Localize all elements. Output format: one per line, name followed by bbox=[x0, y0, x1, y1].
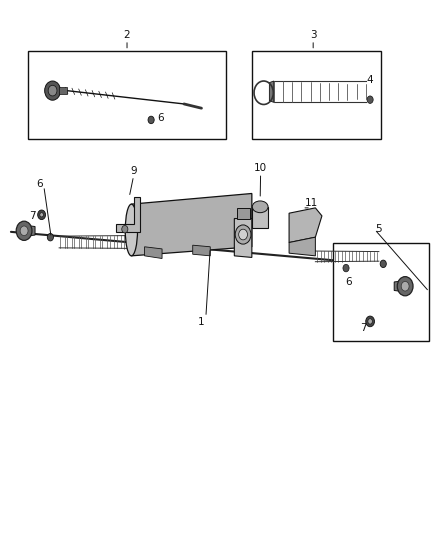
Circle shape bbox=[366, 316, 374, 327]
Text: 1: 1 bbox=[198, 318, 205, 327]
Circle shape bbox=[380, 260, 386, 268]
Bar bbox=[252, 51, 381, 139]
Polygon shape bbox=[252, 207, 268, 228]
Bar bbox=[28, 51, 226, 139]
Polygon shape bbox=[131, 193, 252, 256]
Polygon shape bbox=[289, 208, 322, 243]
Text: 9: 9 bbox=[130, 166, 137, 175]
Circle shape bbox=[367, 96, 373, 103]
Text: 11: 11 bbox=[304, 198, 318, 207]
Circle shape bbox=[239, 229, 247, 240]
Circle shape bbox=[122, 225, 128, 233]
Text: 2: 2 bbox=[124, 30, 131, 39]
Polygon shape bbox=[145, 247, 162, 259]
Polygon shape bbox=[26, 225, 35, 236]
Text: 10: 10 bbox=[254, 163, 267, 173]
Text: 7: 7 bbox=[360, 323, 367, 333]
Circle shape bbox=[20, 226, 28, 236]
Polygon shape bbox=[289, 237, 315, 256]
Polygon shape bbox=[59, 87, 67, 94]
Polygon shape bbox=[116, 197, 140, 232]
Text: 4: 4 bbox=[367, 75, 374, 85]
Polygon shape bbox=[193, 245, 210, 256]
Circle shape bbox=[397, 277, 413, 296]
Text: 3: 3 bbox=[310, 30, 317, 39]
Circle shape bbox=[368, 319, 372, 324]
Circle shape bbox=[40, 213, 43, 217]
Polygon shape bbox=[394, 281, 403, 292]
Polygon shape bbox=[269, 81, 274, 102]
Text: 6: 6 bbox=[157, 114, 164, 123]
Circle shape bbox=[235, 225, 251, 244]
Circle shape bbox=[16, 221, 32, 240]
Circle shape bbox=[48, 85, 57, 96]
Bar bbox=[333, 243, 429, 341]
Text: 7: 7 bbox=[29, 211, 36, 221]
Ellipse shape bbox=[252, 201, 268, 213]
Polygon shape bbox=[237, 208, 250, 219]
Circle shape bbox=[401, 281, 409, 291]
Text: 6: 6 bbox=[345, 278, 352, 287]
Polygon shape bbox=[234, 219, 252, 257]
Text: 5: 5 bbox=[375, 224, 382, 234]
Text: 6: 6 bbox=[36, 179, 43, 189]
Circle shape bbox=[38, 210, 46, 220]
Circle shape bbox=[47, 233, 53, 241]
Circle shape bbox=[148, 116, 154, 124]
Circle shape bbox=[45, 81, 60, 100]
Circle shape bbox=[343, 264, 349, 272]
Ellipse shape bbox=[125, 204, 138, 256]
